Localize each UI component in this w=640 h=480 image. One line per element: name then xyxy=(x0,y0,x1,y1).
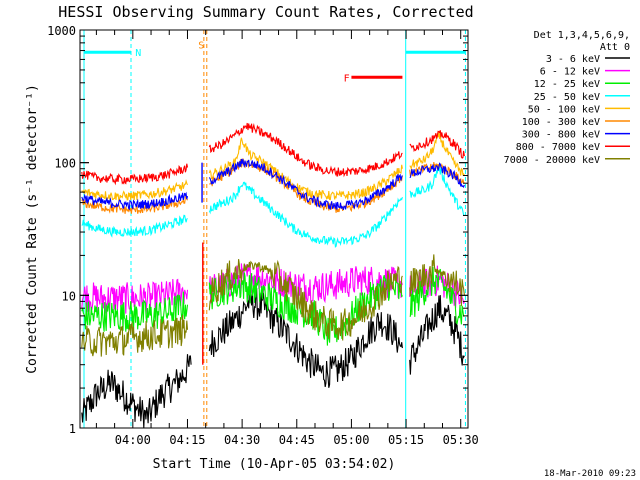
series-line-3-segment-0 xyxy=(81,214,188,238)
y-axis-label: Corrected Count Rate (s⁻¹ detector⁻¹) xyxy=(25,84,40,374)
legend: Det 1,3,4,5,6,9,Att 03 - 6 keV 6 - 12 keV… xyxy=(504,30,630,166)
series-line-6-segment-0 xyxy=(81,191,189,211)
y-tick-label: 1 xyxy=(69,422,76,436)
y-tick-label: 1000 xyxy=(47,24,76,38)
chart-title: HESSI Observing Summary Count Rates, Cor… xyxy=(58,3,473,21)
legend-header: Att 0 xyxy=(600,42,630,53)
series-line-2-segment-2 xyxy=(409,266,465,325)
axes: 04:00 04:15 04:30 04:45 05:00 05:15 05:30 1 10 10… xyxy=(47,24,479,447)
series-line-2-segment-0 xyxy=(81,291,189,332)
legend-label: 7000 - 20000 keV xyxy=(504,155,600,166)
series-line-0-segment-0 xyxy=(81,354,192,429)
x-tick-label: 04:30 xyxy=(224,433,260,447)
x-axis-label: Start Time (10-Apr-05 03:54:02) xyxy=(153,457,396,472)
legend-label: 12 - 25 keV xyxy=(534,79,600,90)
x-tick-label: 04:15 xyxy=(169,433,205,447)
x-tick-label: 05:00 xyxy=(333,433,369,447)
x-tick-label: 05:30 xyxy=(443,433,479,447)
series-line-0-segment-2 xyxy=(409,295,465,375)
legend-label: 800 - 7000 keV xyxy=(516,142,600,153)
legend-label: 300 - 800 keV xyxy=(522,130,600,141)
legend-label: 3 - 6 keV xyxy=(546,54,600,65)
series-line-0-segment-1 xyxy=(208,286,403,388)
annotation-n: N xyxy=(135,48,141,59)
series-line-6-segment-2 xyxy=(409,162,465,189)
y-tick-label: 100 xyxy=(54,157,76,171)
series-line-4-segment-1 xyxy=(208,137,403,201)
annotation-s: S xyxy=(198,40,204,51)
legend-label: 25 - 50 keV xyxy=(534,92,600,103)
series-line-7-segment-0 xyxy=(81,163,189,186)
legend-label: 50 - 100 keV xyxy=(528,104,600,115)
legend-label: 6 - 12 keV xyxy=(540,67,600,78)
series-line-8-segment-0 xyxy=(81,314,189,357)
series-line-4-segment-0 xyxy=(81,179,189,203)
annotation-f: F xyxy=(344,73,350,84)
series-line-1-segment-1 xyxy=(208,263,403,304)
series-line-8-segment-2 xyxy=(409,254,465,307)
plot-frame xyxy=(79,29,469,429)
series-line-8-segment-1 xyxy=(208,259,403,341)
plot-area: N S F xyxy=(81,30,466,429)
series-line-6-segment-1 xyxy=(208,158,403,211)
series-line-7-segment-1 xyxy=(208,122,403,178)
series-line-3-segment-1 xyxy=(208,181,403,248)
series-line-7-segment-2 xyxy=(409,130,465,159)
legend-header: Det 1,3,4,5,6,9, xyxy=(534,30,630,41)
x-tick-label: 04:00 xyxy=(115,433,151,447)
series-line-5-segment-1 xyxy=(209,158,403,213)
legend-label: 100 - 300 keV xyxy=(522,117,600,128)
y-tick-label: 10 xyxy=(62,289,76,303)
footer-date: 18-Mar-2010 09:23 xyxy=(544,469,636,479)
series-line-3-segment-2 xyxy=(409,165,465,216)
x-tick-label: 05:15 xyxy=(388,433,424,447)
x-tick-label: 04:45 xyxy=(279,433,315,447)
series-line-5-segment-0 xyxy=(81,195,188,214)
